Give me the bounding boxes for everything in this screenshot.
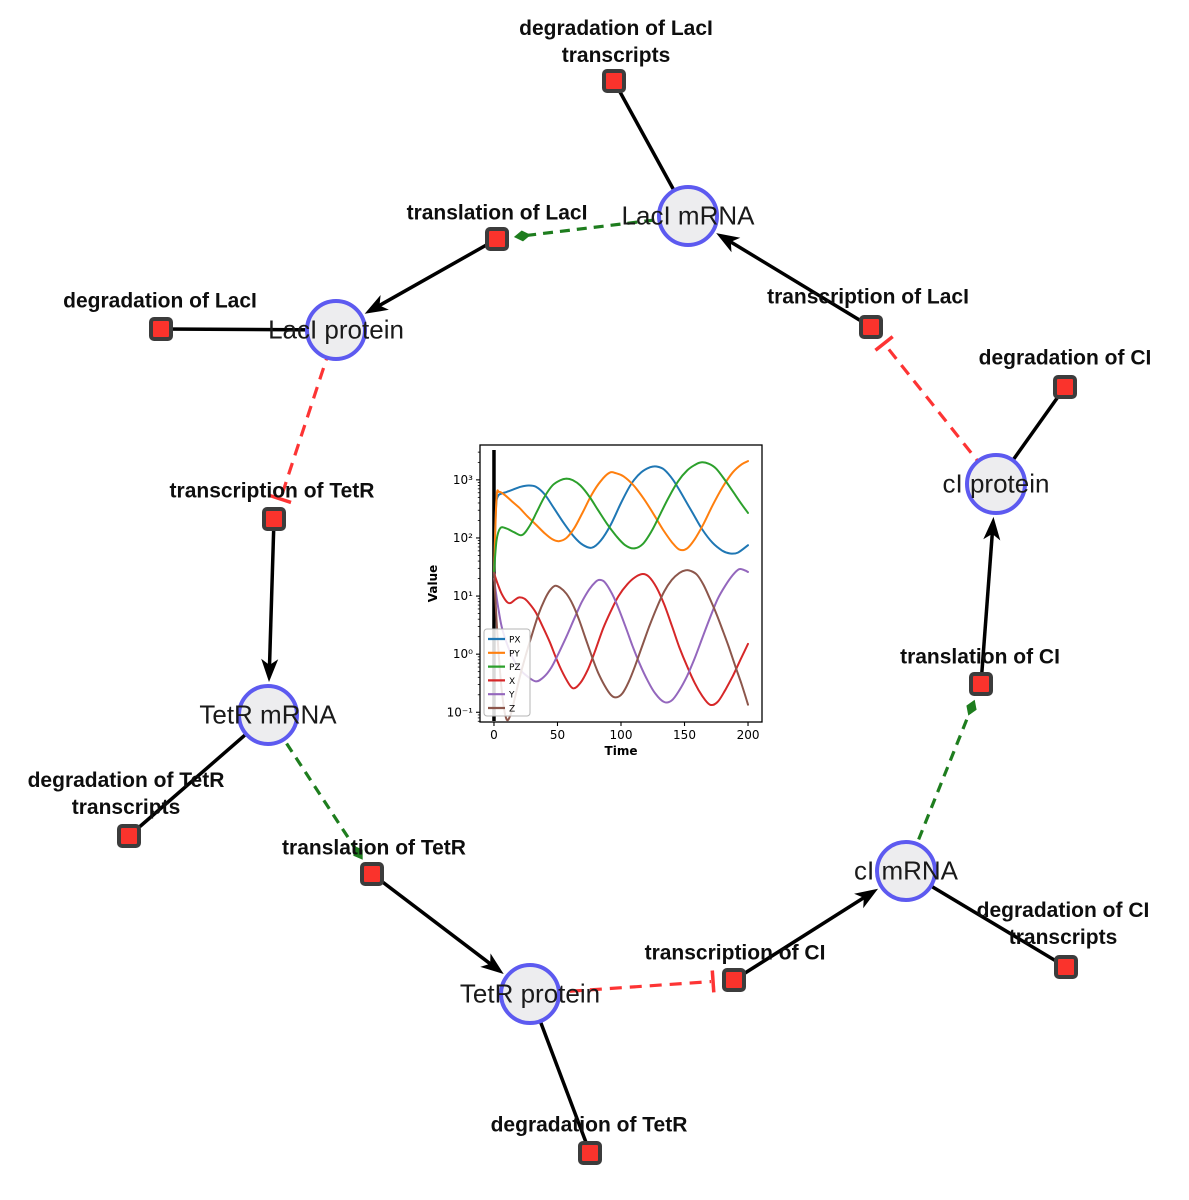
modifier-arrowhead-icon: [513, 230, 531, 242]
reaction-label-transcription-tetr: transcription of TetR: [169, 479, 375, 503]
species-label-ci-mrna: cI mRNA: [854, 855, 958, 886]
reaction-node-deg-laci: [149, 317, 173, 341]
reaction-label-transcription-laci: transcription of LacI: [767, 285, 969, 309]
chart-x-tick-label: 150: [673, 728, 696, 742]
arrowhead-icon: [480, 953, 504, 974]
reaction-node-translation-tetr: [360, 862, 384, 886]
reaction-node-deg-tetr: [578, 1141, 602, 1165]
chart-y-tick-label: 10²: [453, 531, 473, 545]
reaction-label-translation-ci: translation of CI: [900, 645, 1060, 669]
species-label-tetr-protein: TetR protein: [459, 978, 601, 1009]
arrowhead-icon: [983, 516, 1001, 541]
chart-series-PY: [493, 460, 749, 574]
reaction-label-deg-ci-transcripts: degradation of CI transcripts: [976, 899, 1150, 949]
species-node-ci-mrna: [875, 840, 937, 902]
edge-production-translation-laci-laci-protein: [376, 237, 498, 309]
chart-legend-label-PX: PX: [509, 636, 521, 646]
arrowhead-icon: [261, 658, 279, 682]
reaction-label-deg-tetr-transcripts: degradation of TetR transcripts: [27, 769, 225, 819]
chart-y-tick-label: 10⁰: [453, 647, 473, 661]
modifier-arrowhead-icon: [353, 845, 363, 860]
chart-xlabel: Time: [605, 744, 638, 758]
arrowhead-icon: [364, 295, 389, 314]
edge-production-transcription-ci-ci-mrna: [733, 894, 868, 982]
reaction-label-deg-tetr: degradation of TetR: [490, 1113, 688, 1137]
reaction-node-translation-laci: [485, 227, 509, 251]
species-label-laci-protein: LacI protein: [268, 314, 404, 345]
reaction-node-deg-tetr-transcripts: [117, 824, 141, 848]
reaction-label-transcription-ci: transcription of CI: [644, 941, 826, 965]
chart-y-tick-label: 10⁻¹: [447, 705, 474, 719]
reaction-label-translation-laci: translation of LacI: [406, 201, 588, 225]
species-node-laci-mrna: [657, 185, 719, 247]
species-label-ci-protein: cI protein: [942, 468, 1050, 499]
chart-y-tick-label: 10³: [453, 473, 473, 487]
arrowhead-icon: [854, 888, 879, 909]
chart-x-tick-label: 200: [737, 728, 760, 742]
inhibition-tbar-icon: [710, 970, 716, 993]
edge-consumption-ci-mrna-deg-ci-transcripts: [905, 869, 1067, 969]
species-node-tetr-mrna: [237, 684, 299, 746]
chart-legend-label-Z: Z: [509, 705, 515, 715]
reaction-label-deg-ci: degradation of CI: [978, 346, 1152, 370]
species-label-tetr-mrna: TetR mRNA: [199, 699, 337, 730]
inhibition-tbar-icon: [269, 493, 292, 505]
reaction-node-transcription-tetr: [262, 507, 286, 531]
species-node-tetr-protein: [499, 963, 561, 1025]
chart-x-tick-label: 50: [550, 728, 565, 742]
arrowhead-icon: [716, 233, 741, 253]
chart-x-tick-label: 100: [610, 728, 633, 742]
edge-production-transcription-tetr-tetr-mrna: [267, 518, 276, 669]
edge-modifier-ci-mrna-translation-ci: [904, 712, 971, 872]
chart-legend-label-PZ: PZ: [509, 663, 521, 673]
reaction-node-deg-ci: [1053, 375, 1077, 399]
reaction-node-transcription-laci: [859, 315, 883, 339]
reaction-label-translation-tetr: translation of TetR: [282, 836, 466, 860]
species-node-laci-protein: [305, 299, 367, 361]
reaction-node-deg-ci-transcripts: [1054, 955, 1078, 979]
chart-series-X: [493, 571, 749, 707]
reaction-label-deg-laci-transcripts: degradation of LacI transcripts: [519, 17, 713, 67]
species-label-laci-mrna: LacI mRNA: [621, 200, 755, 231]
edge-production-transcription-laci-laci-mrna: [727, 238, 872, 329]
reaction-node-translation-ci: [969, 672, 993, 696]
chart-y-tick-label: 10¹: [453, 589, 473, 603]
reaction-node-deg-laci-transcripts: [602, 69, 626, 93]
chart-ylabel: Value: [426, 565, 440, 603]
chart-legend: [483, 628, 531, 717]
modifier-arrowhead-icon: [966, 699, 977, 716]
inhibition-tbar-icon: [874, 335, 894, 352]
chart-series-PZ: [493, 461, 749, 574]
chart-x-tick-label: 0: [490, 728, 498, 742]
chart-legend-label-X: X: [509, 677, 515, 687]
reaction-node-transcription-ci: [722, 968, 746, 992]
edge-production-translation-tetr-tetr-protein: [370, 872, 494, 967]
edge-production-translation-ci-ci-protein: [979, 530, 995, 685]
reaction-label-deg-laci: degradation of LacI: [63, 289, 257, 313]
chart-legend-label-Y: Y: [508, 691, 515, 701]
species-node-ci-protein: [965, 453, 1027, 515]
chart-legend-label-PY: PY: [509, 649, 520, 659]
